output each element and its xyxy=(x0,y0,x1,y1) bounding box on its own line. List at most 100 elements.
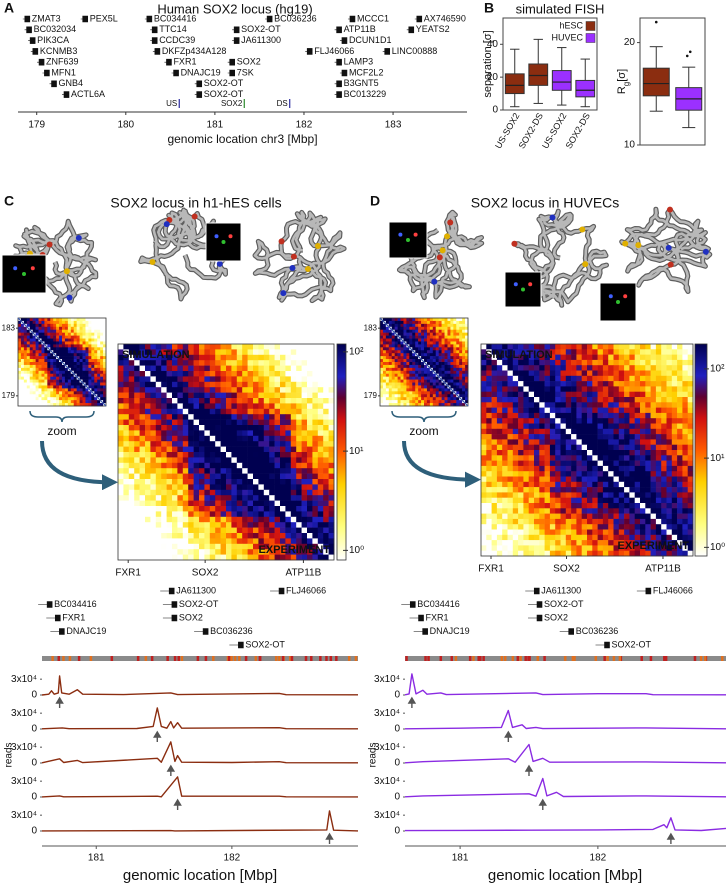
heatmap-cell xyxy=(301,430,308,437)
heatmap-cell xyxy=(523,508,529,514)
overview-cell xyxy=(462,385,466,389)
heatmap-cell xyxy=(134,425,140,431)
heatmap-cell xyxy=(666,423,673,430)
heatmap-cell xyxy=(182,452,189,458)
overview-cell xyxy=(18,335,22,339)
heatmap-cell xyxy=(592,423,598,430)
heatmap-cell xyxy=(280,479,286,485)
heatmap-cell xyxy=(204,479,211,485)
heatmap-cell xyxy=(199,473,205,480)
heatmap-cell xyxy=(661,434,667,440)
heatmap-cell xyxy=(677,349,683,355)
heatmap-cell xyxy=(491,513,498,520)
heatmap-cell xyxy=(581,397,588,403)
heatmap-cell xyxy=(290,468,297,474)
overview-cell xyxy=(426,362,431,366)
heatmap-cell xyxy=(645,412,651,419)
overview-cell xyxy=(415,388,419,392)
heatmap-cell xyxy=(296,354,302,361)
heatmap-cell xyxy=(269,441,275,447)
overview-cell xyxy=(29,318,33,322)
overview-cell xyxy=(62,326,66,331)
heatmap-cell xyxy=(177,398,184,404)
heatmap-cell xyxy=(640,381,646,387)
heatmap-cell xyxy=(597,513,604,520)
heatmap-cell xyxy=(220,468,227,474)
heatmap-cell xyxy=(247,473,254,480)
heatmap-cell xyxy=(597,481,604,488)
heatmap-cell xyxy=(650,375,657,382)
heatmap-cell xyxy=(118,425,124,431)
heatmap-cell xyxy=(172,365,178,372)
heatmap-cell xyxy=(328,522,335,528)
overview-cell xyxy=(53,323,57,328)
heatmap-cell xyxy=(215,398,221,404)
heatmap-cell xyxy=(512,476,519,483)
overview-cell xyxy=(88,320,92,325)
overview-cell xyxy=(447,341,451,345)
heatmap-cell xyxy=(528,476,535,483)
gene-label: KCNMB3 xyxy=(40,46,78,56)
overview-cell xyxy=(50,367,54,372)
heatmap-cell xyxy=(560,370,567,377)
overview-cell xyxy=(67,370,72,375)
overview-cell xyxy=(50,347,54,351)
heatmap-cell xyxy=(247,495,254,501)
heatmap-cell xyxy=(576,365,582,371)
overview-cell xyxy=(403,394,407,398)
heatmap-cell xyxy=(317,371,324,377)
heatmap-cell xyxy=(209,522,216,528)
heatmap-cell xyxy=(145,462,151,469)
heatmap-cell xyxy=(576,487,582,493)
heatmap-cell xyxy=(486,402,492,408)
overview-cell xyxy=(94,320,98,325)
overview-cell xyxy=(79,318,83,322)
overview-cell xyxy=(38,403,42,407)
heatmap-cell xyxy=(323,554,329,561)
heatmap-cell xyxy=(118,371,124,377)
heatmap-cell xyxy=(301,484,308,491)
heatmap-cell xyxy=(307,425,313,431)
heatmap-cell xyxy=(290,398,297,404)
heatmap-cell xyxy=(677,444,683,451)
heatmap-cell xyxy=(629,465,635,472)
overview-cell xyxy=(453,356,457,360)
overview-cell xyxy=(432,391,437,395)
heatmap-cell xyxy=(496,359,503,366)
heatmap-cell xyxy=(253,441,259,447)
overview-cell xyxy=(38,370,42,375)
heatmap-cell xyxy=(155,479,162,485)
heatmap-cell xyxy=(655,465,662,472)
heatmap-cell xyxy=(145,543,151,550)
heatmap-cell xyxy=(274,360,281,366)
colorbar-tick-label: 10¹ xyxy=(349,446,364,457)
heatmap-cell xyxy=(592,465,598,472)
overview-cell xyxy=(418,403,422,407)
heatmap-cell xyxy=(555,381,561,387)
overview-cell xyxy=(91,326,95,331)
heatmap-cell xyxy=(274,479,281,485)
heatmap-cell xyxy=(247,446,254,453)
heatmap-cell xyxy=(215,387,221,393)
heatmap-cell xyxy=(645,460,651,467)
overview-cell xyxy=(50,320,54,325)
heatmap-cell xyxy=(199,414,205,420)
heatmap-cell xyxy=(128,419,135,426)
heatmap-cell xyxy=(317,446,324,453)
overview-cell xyxy=(32,388,36,392)
overview-cell xyxy=(406,329,410,333)
overview-cell xyxy=(62,400,66,404)
heatmap-cell xyxy=(496,487,503,493)
heatmap-cell xyxy=(188,538,194,545)
overview-cell xyxy=(406,359,410,363)
overview-cell xyxy=(406,323,410,328)
heatmap-cell xyxy=(608,370,614,377)
overview-cell xyxy=(380,403,384,407)
heatmap-cell xyxy=(502,412,508,419)
overview-cell xyxy=(91,400,95,404)
overview-cell xyxy=(421,362,425,366)
overview-cell xyxy=(50,353,54,357)
heatmap-cell xyxy=(128,403,135,410)
overview-cell xyxy=(435,403,439,407)
heatmap-cell xyxy=(236,414,243,420)
